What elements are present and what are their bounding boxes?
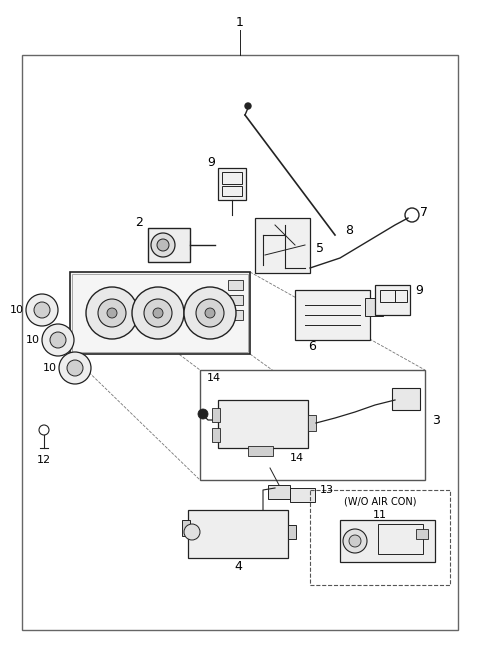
Text: 3: 3 bbox=[432, 413, 440, 426]
Circle shape bbox=[184, 287, 236, 339]
Circle shape bbox=[86, 287, 138, 339]
Circle shape bbox=[67, 360, 83, 376]
Bar bbox=[395, 290, 407, 302]
Text: 9: 9 bbox=[415, 283, 423, 297]
Text: 9: 9 bbox=[207, 155, 215, 169]
Bar bbox=[248, 446, 273, 456]
Circle shape bbox=[245, 103, 251, 109]
Bar bbox=[255, 218, 310, 273]
Bar bbox=[228, 280, 243, 290]
Circle shape bbox=[98, 299, 126, 327]
Text: 13: 13 bbox=[320, 485, 334, 495]
Text: 10: 10 bbox=[10, 305, 24, 315]
Bar bbox=[218, 168, 246, 200]
Bar bbox=[340, 520, 435, 562]
Circle shape bbox=[157, 239, 169, 251]
Circle shape bbox=[144, 299, 172, 327]
Bar bbox=[188, 510, 288, 558]
Bar bbox=[392, 388, 420, 410]
Bar bbox=[222, 186, 242, 196]
Text: 11: 11 bbox=[373, 510, 387, 520]
Bar bbox=[228, 310, 243, 320]
Bar bbox=[148, 228, 190, 262]
Text: 4: 4 bbox=[234, 560, 242, 573]
Circle shape bbox=[198, 409, 208, 419]
Bar bbox=[295, 290, 370, 340]
Circle shape bbox=[196, 299, 224, 327]
Circle shape bbox=[343, 529, 367, 553]
Bar bbox=[416, 529, 428, 539]
Text: 14: 14 bbox=[207, 373, 221, 383]
Text: (W/O AIR CON): (W/O AIR CON) bbox=[344, 497, 416, 507]
Circle shape bbox=[107, 308, 117, 318]
Text: 2: 2 bbox=[135, 216, 143, 228]
Bar bbox=[365, 298, 383, 316]
Bar bbox=[22, 55, 458, 630]
Bar bbox=[308, 415, 316, 431]
Circle shape bbox=[205, 308, 215, 318]
Text: 6: 6 bbox=[308, 340, 316, 352]
Circle shape bbox=[50, 332, 66, 348]
Bar bbox=[288, 525, 296, 539]
Text: 10: 10 bbox=[43, 363, 57, 373]
Circle shape bbox=[34, 302, 50, 318]
Circle shape bbox=[132, 287, 184, 339]
Bar bbox=[378, 524, 423, 554]
Bar bbox=[375, 285, 410, 315]
Circle shape bbox=[184, 524, 200, 540]
Bar bbox=[310, 490, 450, 585]
Bar bbox=[268, 485, 290, 499]
Bar bbox=[290, 488, 315, 502]
Text: 14: 14 bbox=[290, 453, 304, 463]
Circle shape bbox=[151, 233, 175, 257]
Bar bbox=[222, 172, 242, 184]
Text: 1: 1 bbox=[236, 16, 244, 28]
Text: 7: 7 bbox=[420, 207, 428, 220]
Bar bbox=[212, 408, 220, 422]
Text: 8: 8 bbox=[345, 224, 353, 237]
Circle shape bbox=[153, 308, 163, 318]
Bar bbox=[212, 428, 220, 442]
Circle shape bbox=[349, 535, 361, 547]
Bar bbox=[72, 274, 248, 352]
Text: 5: 5 bbox=[316, 241, 324, 255]
Bar bbox=[182, 520, 190, 536]
Bar bbox=[383, 302, 391, 312]
Text: 12: 12 bbox=[37, 455, 51, 465]
Bar bbox=[200, 370, 425, 480]
Bar bbox=[380, 290, 395, 302]
Circle shape bbox=[42, 324, 74, 356]
Circle shape bbox=[59, 352, 91, 384]
Text: 10: 10 bbox=[26, 335, 40, 345]
Bar bbox=[70, 272, 250, 354]
Bar bbox=[228, 295, 243, 305]
Bar bbox=[218, 400, 308, 448]
Circle shape bbox=[26, 294, 58, 326]
